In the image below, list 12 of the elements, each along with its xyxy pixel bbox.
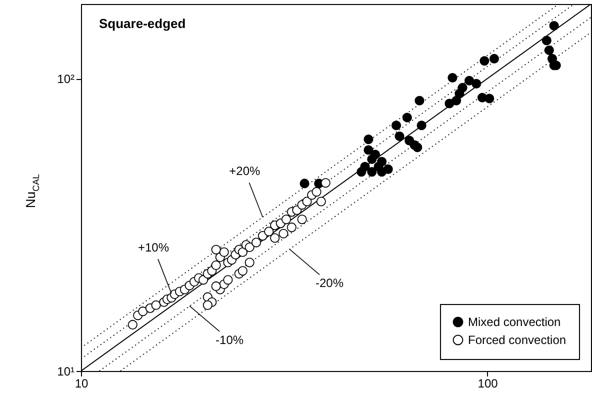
legend-label: Mixed convection [468, 315, 561, 329]
annotation: -10% [216, 332, 244, 347]
annotation: +10% [138, 240, 170, 255]
legend-label: Forced convection [468, 333, 566, 347]
y-tick-label: 10¹ [57, 364, 75, 378]
y-tick-label: 10² [57, 72, 75, 86]
y-axis-title: NuCAL [23, 174, 41, 208]
text: Square-edged [99, 16, 186, 31]
annotation: -20% [316, 276, 344, 290]
x-tick-label: 100 [478, 376, 498, 390]
x-tick-label: 10 [74, 376, 88, 390]
annotation: +20% [229, 164, 261, 178]
